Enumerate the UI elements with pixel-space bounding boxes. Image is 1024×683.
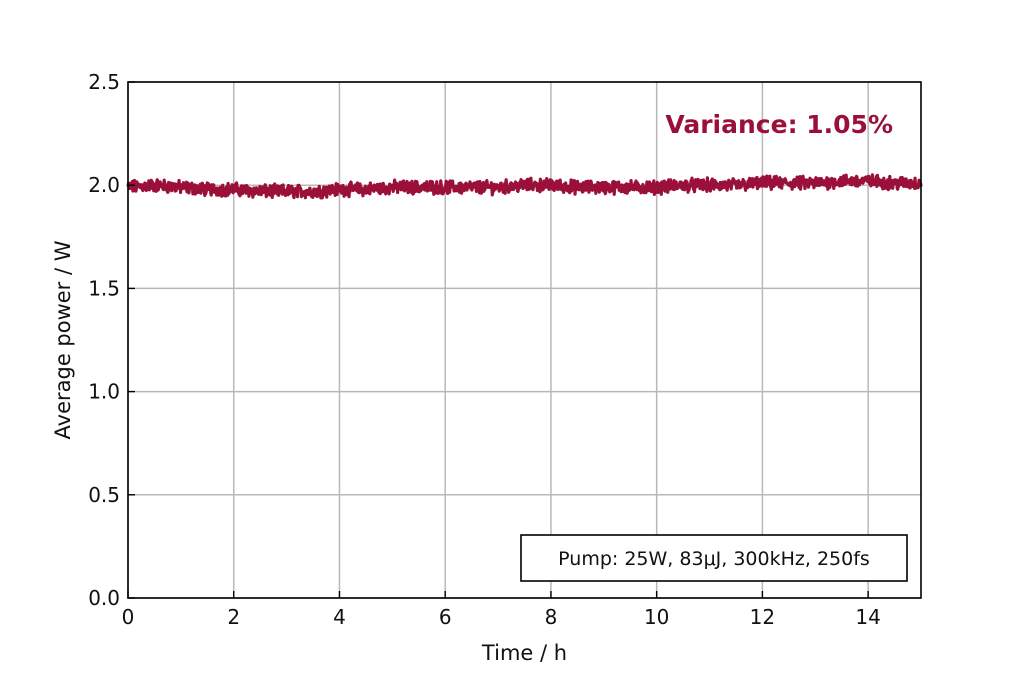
- y-axis-label: Average power / W: [51, 240, 75, 439]
- x-tick-label: 14: [855, 605, 880, 629]
- y-tick-label: 1.0: [88, 380, 120, 404]
- series-layer: [126, 173, 923, 200]
- plot-frame: [127, 81, 922, 599]
- x-axis-label: Time / h: [481, 641, 567, 665]
- power-series-line: [126, 173, 923, 200]
- y-tick-label: 2.0: [88, 173, 120, 197]
- x-tick-label: 12: [750, 605, 775, 629]
- x-tick-label: 8: [545, 605, 558, 629]
- x-tick-label: 10: [644, 605, 669, 629]
- legend-box: Pump: 25W, 83μJ, 300kHz, 250fs: [520, 534, 908, 582]
- y-tick-label: 0.0: [88, 586, 120, 610]
- axis-ticks: 0 2 4 6 8 10 12 14 0.0 0.5 1.0 1.5 2.0 2.5: [88, 70, 881, 629]
- x-tick-label: 4: [333, 605, 346, 629]
- y-tick-label: 0.5: [88, 483, 120, 507]
- legend-frame: [520, 534, 908, 582]
- y-tick-label: 1.5: [88, 276, 120, 300]
- x-tick-label: 6: [439, 605, 452, 629]
- legend-text: Pump: 25W, 83μJ, 300kHz, 250fs: [558, 548, 870, 570]
- y-tick-label: 2.5: [88, 70, 120, 94]
- x-tick-label: 0: [122, 605, 135, 629]
- grid-lines: [127, 81, 921, 599]
- variance-annotation: Variance: 1.05%: [665, 110, 893, 139]
- x-tick-label: 2: [227, 605, 240, 629]
